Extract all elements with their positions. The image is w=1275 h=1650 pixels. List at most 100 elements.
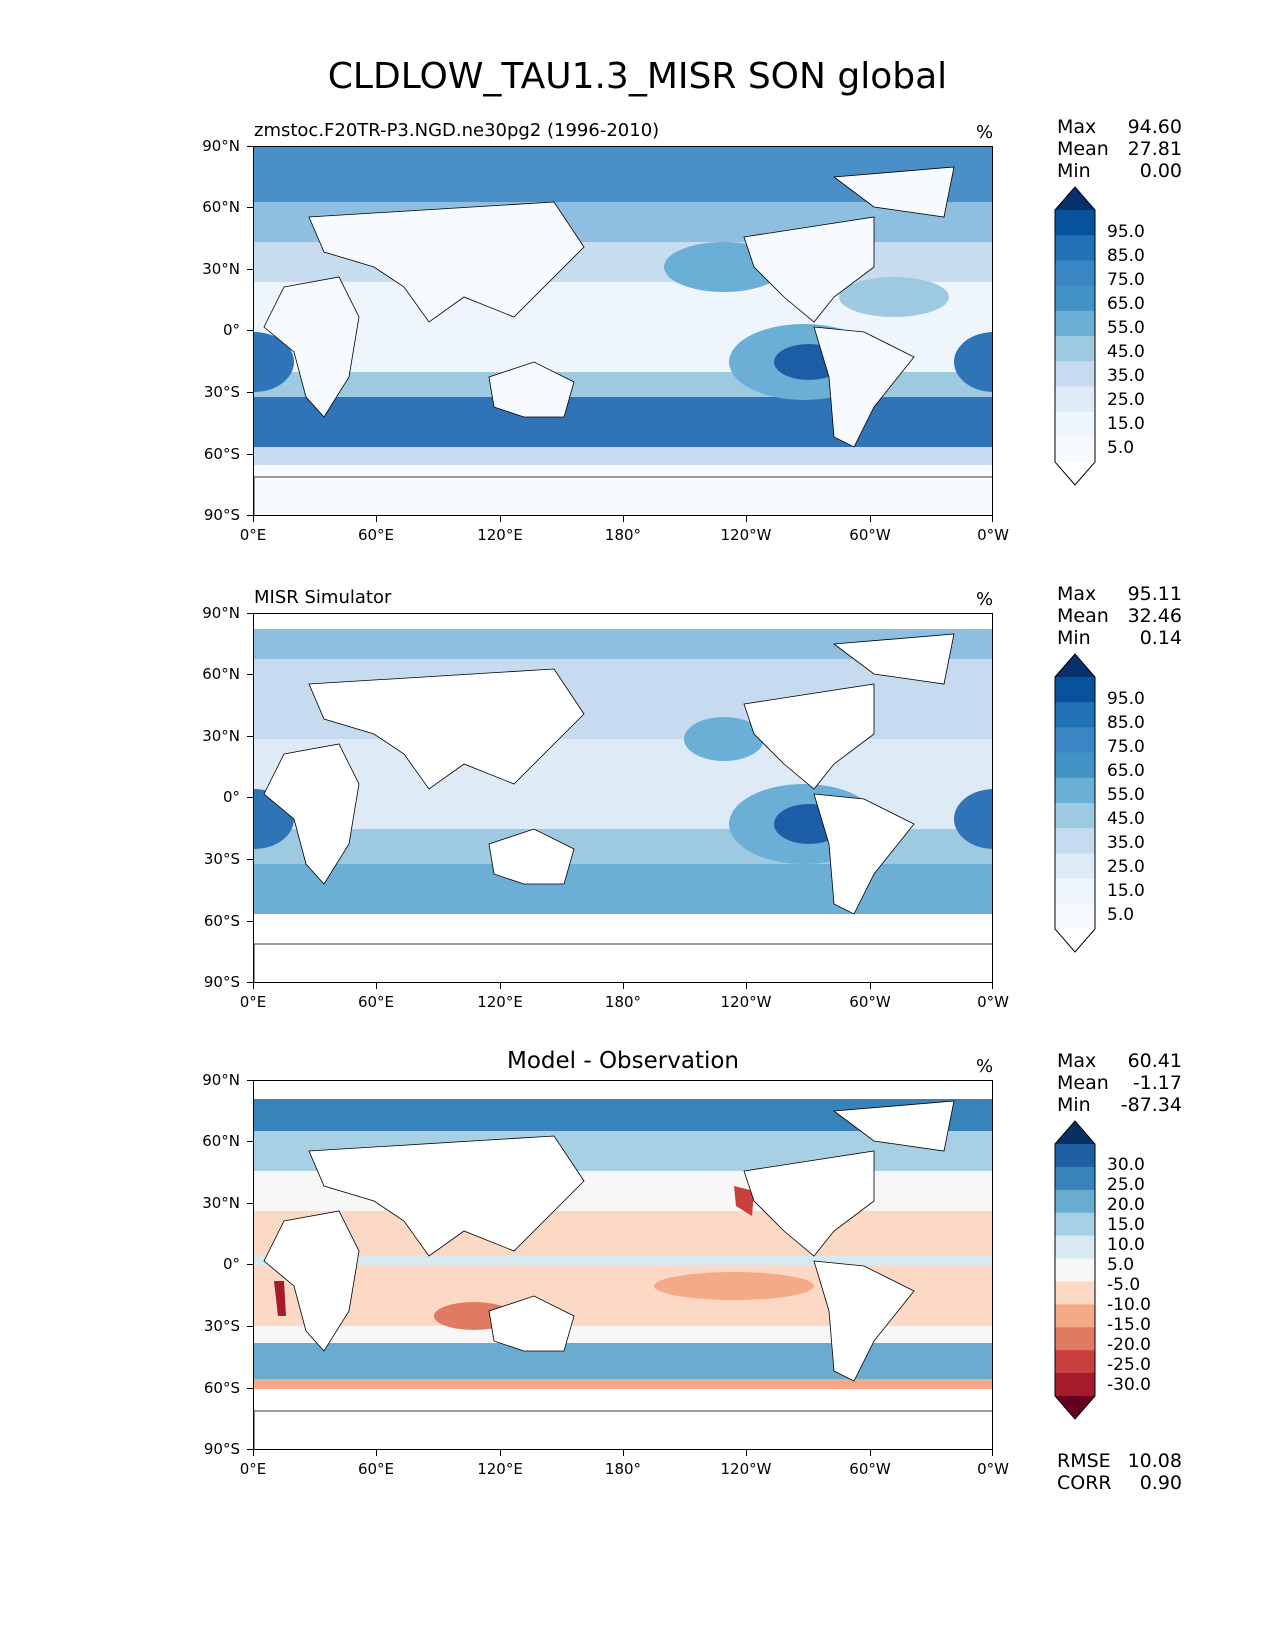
colorbar-swatch: [1055, 1235, 1095, 1260]
colorbar-tick-label: 15.0: [1107, 881, 1145, 901]
stat-value: -87.34: [1120, 1094, 1182, 1116]
lat-tick-label: 0°: [222, 321, 240, 339]
lon-tick-label: 180°: [604, 526, 642, 544]
lat-tick-mark: [247, 1264, 253, 1265]
colorbar-swatch: [1055, 1304, 1095, 1328]
lon-tick-label: 120°W: [720, 1460, 772, 1478]
colorbar-extend-max: [1055, 654, 1095, 677]
lat-tick-label: 30°S: [203, 1317, 240, 1335]
lon-tick-label: 60°E: [357, 993, 395, 1011]
lon-tick-label: 120°W: [720, 526, 772, 544]
lon-tick-mark: [376, 983, 377, 989]
stat-label: Mean: [1057, 605, 1109, 627]
metric-value: 0.90: [1139, 1472, 1182, 1494]
colorbar-tick-label: -30.0: [1107, 1375, 1151, 1395]
colorbar-swatch: [1055, 727, 1095, 754]
colorbar-swatch: [1055, 828, 1095, 854]
colorbar: [1054, 653, 1096, 953]
colorbar-tick-label: 45.0: [1107, 809, 1145, 829]
colorbar-swatch: [1055, 235, 1095, 261]
stat-label: Min: [1057, 160, 1091, 182]
colorbar-tick-label: 95.0: [1107, 689, 1145, 709]
lat-tick-mark: [247, 515, 253, 516]
colorbar: [1054, 1120, 1096, 1420]
lat-tick-label: 90°S: [203, 1440, 240, 1458]
lon-tick-label: 60°W: [849, 1460, 891, 1478]
colorbar-tick-label: 5.0: [1107, 905, 1135, 925]
lon-tick-mark: [746, 983, 747, 989]
lat-tick-mark: [247, 1326, 253, 1327]
stats-block: Max 95.11 Mean 32.46 Min 0.14: [1057, 583, 1182, 649]
lat-tick-label: 30°N: [202, 727, 240, 745]
colorbar-tick-label: -15.0: [1107, 1315, 1151, 1335]
lon-tick-mark: [746, 1450, 747, 1456]
lat-tick-label: 0°: [222, 1255, 240, 1273]
stat-label: Min: [1057, 1094, 1091, 1116]
lat-tick-label: 30°S: [203, 850, 240, 868]
lon-tick-mark: [376, 516, 377, 522]
lat-tick-mark: [247, 859, 253, 860]
colorbar-tick-label: 5.0: [1107, 1255, 1135, 1275]
colorbar-swatch: [1055, 260, 1095, 287]
colorbar-swatch: [1055, 386, 1095, 413]
lat-tick-mark: [247, 1203, 253, 1204]
figure-title: CLDLOW_TAU1.3_MISR SON global: [327, 56, 948, 97]
colorbar-tick-label: 5.0: [1107, 438, 1135, 458]
colorbar-swatch: [1055, 1144, 1095, 1168]
units-label: %: [976, 122, 994, 143]
colorbar-swatch: [1055, 1350, 1095, 1374]
lat-tick-mark: [247, 674, 253, 675]
colorbar-extend-min: [1055, 462, 1095, 485]
colorbar-tick-label: 85.0: [1107, 713, 1145, 733]
stat-value: 94.60: [1127, 116, 1182, 138]
colorbar-tick-label: 95.0: [1107, 222, 1145, 242]
lat-tick-label: 30°S: [203, 383, 240, 401]
lat-tick-label: 30°N: [202, 1194, 240, 1212]
lat-tick-label: 90°N: [202, 137, 240, 155]
lon-tick-label: 0°W: [977, 526, 1009, 544]
stat-label: Max: [1057, 116, 1097, 138]
lat-tick-mark: [247, 1080, 253, 1081]
lat-tick-label: 0°: [222, 788, 240, 806]
colorbar-swatch: [1055, 878, 1095, 905]
lon-tick-label: 60°W: [849, 993, 891, 1011]
colorbar-tick-label: 25.0: [1107, 390, 1145, 410]
colorbar-tick-label: 35.0: [1107, 833, 1145, 853]
panel-difference: Model - Observation %: [0, 1048, 1275, 1494]
lat-tick-label: 90°N: [202, 604, 240, 622]
colorbar-swatch: [1055, 752, 1095, 779]
lon-tick-mark: [623, 983, 624, 989]
lon-tick-label: 60°E: [357, 526, 395, 544]
colorbar-swatch: [1055, 1327, 1095, 1351]
colorbar-outline: [1054, 186, 1096, 486]
colorbar-tick-label: 20.0: [1107, 1195, 1145, 1215]
lon-tick-label: 180°: [604, 1460, 642, 1478]
colorbar-tick-label: 25.0: [1107, 1175, 1145, 1195]
colorbar-tick-label: -20.0: [1107, 1335, 1151, 1355]
metric-value: 10.08: [1127, 1450, 1182, 1472]
colorbar-swatch: [1055, 361, 1095, 387]
lon-tick-label: 0°E: [239, 526, 267, 544]
panel-center-title: Model - Observation: [506, 1048, 740, 1074]
colorbar-swatch: [1055, 1281, 1095, 1305]
panel-left-title: zmstoc.F20TR-P3.NGD.ne30pg2 (1996-2010): [254, 120, 660, 141]
colorbar-extend-max: [1055, 187, 1095, 210]
lon-tick-mark: [376, 1450, 377, 1456]
panel-observation: MISR Simulator % 90°N 60: [0, 583, 1275, 1023]
lat-tick-label: 60°S: [203, 912, 240, 930]
lon-tick-label: 120°E: [477, 993, 523, 1011]
map-observation: [253, 613, 993, 983]
stat-label: Max: [1057, 583, 1097, 605]
colorbar-swatch: [1055, 336, 1095, 362]
colorbar-tick-label: 55.0: [1107, 318, 1145, 338]
lon-tick-label: 0°E: [239, 993, 267, 1011]
lon-tick-mark: [253, 983, 254, 989]
lat-tick-label: 60°N: [202, 198, 240, 216]
lon-tick-mark: [500, 1450, 501, 1456]
lon-tick-label: 120°E: [477, 526, 523, 544]
lat-tick-mark: [247, 330, 253, 331]
colorbar: [1054, 186, 1096, 486]
lat-tick-label: 60°N: [202, 1132, 240, 1150]
colorbar-tick-label: 30.0: [1107, 1155, 1145, 1175]
panel-model: zmstoc.F20TR-P3.NGD.ne30pg2 (1996-2010) …: [0, 116, 1275, 556]
